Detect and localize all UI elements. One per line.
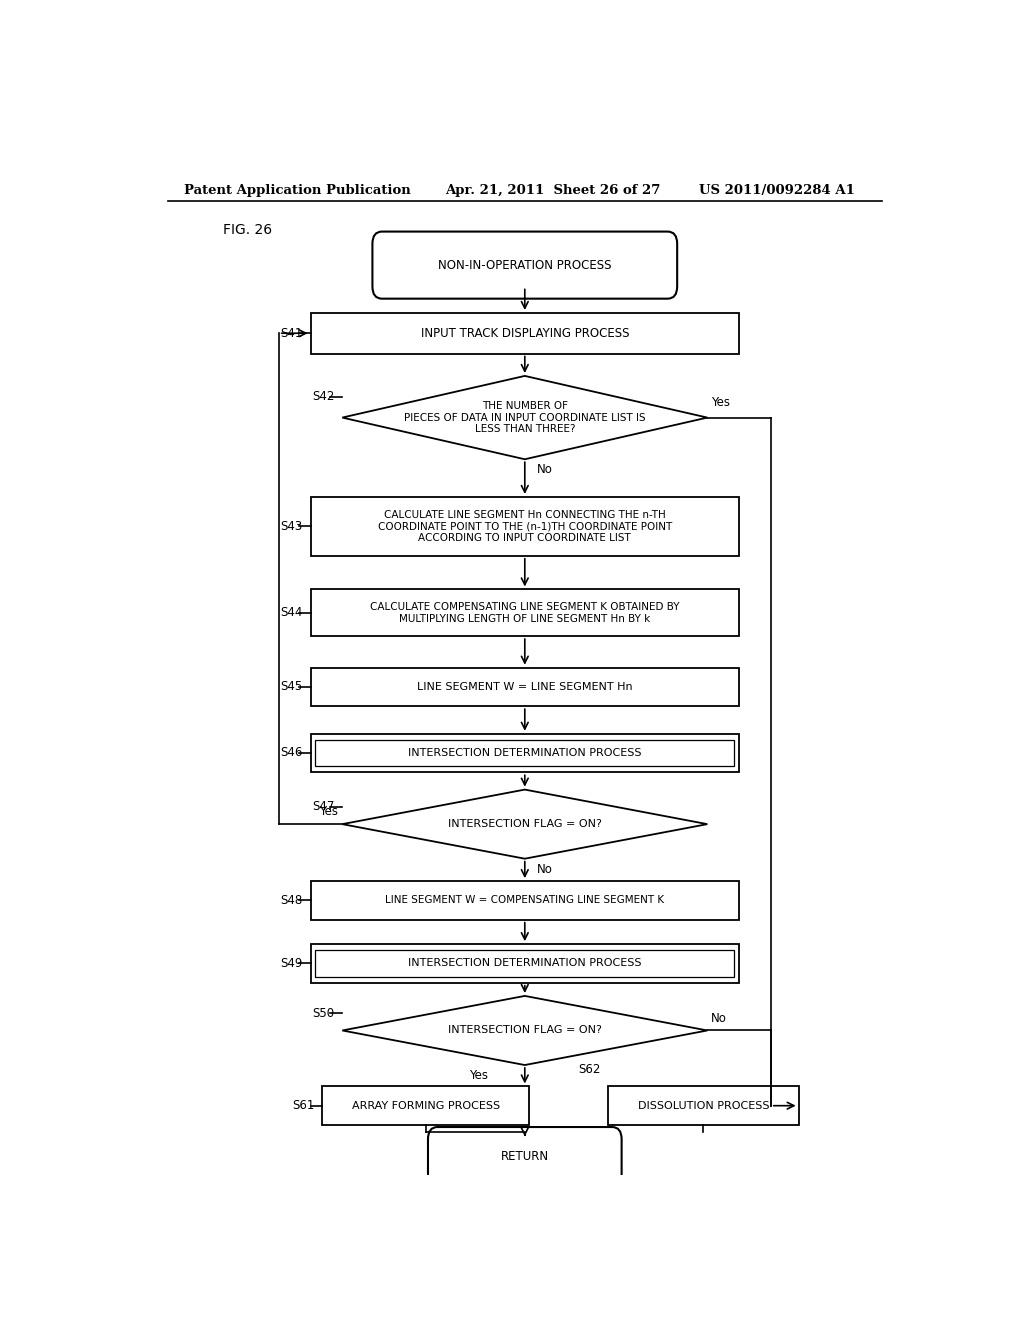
Text: Patent Application Publication: Patent Application Publication xyxy=(183,185,411,198)
Text: S41: S41 xyxy=(281,327,303,339)
Bar xyxy=(310,944,739,982)
Text: S49: S49 xyxy=(281,957,303,970)
Polygon shape xyxy=(342,789,708,859)
FancyBboxPatch shape xyxy=(373,231,677,298)
Bar xyxy=(315,739,734,766)
Text: S44: S44 xyxy=(281,606,303,619)
Text: S45: S45 xyxy=(281,680,303,693)
Bar xyxy=(310,734,739,772)
Bar xyxy=(608,1086,799,1125)
Text: INPUT TRACK DISPLAYING PROCESS: INPUT TRACK DISPLAYING PROCESS xyxy=(421,327,629,339)
FancyBboxPatch shape xyxy=(428,1127,622,1185)
Text: US 2011/0092284 A1: US 2011/0092284 A1 xyxy=(699,185,855,198)
Text: S43: S43 xyxy=(281,520,303,533)
Text: INTERSECTION DETERMINATION PROCESS: INTERSECTION DETERMINATION PROCESS xyxy=(408,958,642,969)
Text: INTERSECTION FLAG = ON?: INTERSECTION FLAG = ON? xyxy=(447,1026,602,1035)
Bar xyxy=(310,589,739,636)
Text: Yes: Yes xyxy=(469,1069,488,1082)
Bar xyxy=(315,950,734,977)
Text: RETURN: RETURN xyxy=(501,1150,549,1163)
Bar xyxy=(310,668,739,706)
Text: S62: S62 xyxy=(578,1063,600,1076)
Polygon shape xyxy=(342,376,708,459)
Text: S48: S48 xyxy=(281,894,303,907)
Text: S42: S42 xyxy=(312,391,334,403)
Text: LINE SEGMENT W = COMPENSATING LINE SEGMENT K: LINE SEGMENT W = COMPENSATING LINE SEGME… xyxy=(385,895,665,906)
Text: S47: S47 xyxy=(312,800,334,813)
Bar xyxy=(310,496,739,556)
Text: DISSOLUTION PROCESS: DISSOLUTION PROCESS xyxy=(638,1101,769,1110)
Text: INTERSECTION FLAG = ON?: INTERSECTION FLAG = ON? xyxy=(447,820,602,829)
Text: THE NUMBER OF
PIECES OF DATA IN INPUT COORDINATE LIST IS
LESS THAN THREE?: THE NUMBER OF PIECES OF DATA IN INPUT CO… xyxy=(404,401,645,434)
Text: NON-IN-OPERATION PROCESS: NON-IN-OPERATION PROCESS xyxy=(438,259,611,272)
Text: S50: S50 xyxy=(312,1007,334,1019)
Bar xyxy=(310,880,739,920)
Text: LINE SEGMENT W = LINE SEGMENT Hn: LINE SEGMENT W = LINE SEGMENT Hn xyxy=(417,682,633,692)
Text: Yes: Yes xyxy=(319,805,338,818)
Bar xyxy=(310,313,739,354)
Text: S46: S46 xyxy=(281,747,303,759)
Text: CALCULATE LINE SEGMENT Hn CONNECTING THE n-TH
COORDINATE POINT TO THE (n-1)TH CO: CALCULATE LINE SEGMENT Hn CONNECTING THE… xyxy=(378,510,672,543)
Polygon shape xyxy=(342,995,708,1065)
Text: No: No xyxy=(537,863,553,875)
Bar xyxy=(323,1086,528,1125)
Text: No: No xyxy=(712,1012,727,1026)
Text: No: No xyxy=(537,463,553,477)
Text: INTERSECTION DETERMINATION PROCESS: INTERSECTION DETERMINATION PROCESS xyxy=(408,748,642,758)
Text: ARRAY FORMING PROCESS: ARRAY FORMING PROCESS xyxy=(351,1101,500,1110)
Text: S61: S61 xyxy=(292,1100,314,1113)
Text: Apr. 21, 2011  Sheet 26 of 27: Apr. 21, 2011 Sheet 26 of 27 xyxy=(445,185,660,198)
Text: FIG. 26: FIG. 26 xyxy=(223,223,272,236)
Text: Yes: Yes xyxy=(712,396,730,409)
Text: CALCULATE COMPENSATING LINE SEGMENT K OBTAINED BY
MULTIPLYING LENGTH OF LINE SEG: CALCULATE COMPENSATING LINE SEGMENT K OB… xyxy=(370,602,680,623)
